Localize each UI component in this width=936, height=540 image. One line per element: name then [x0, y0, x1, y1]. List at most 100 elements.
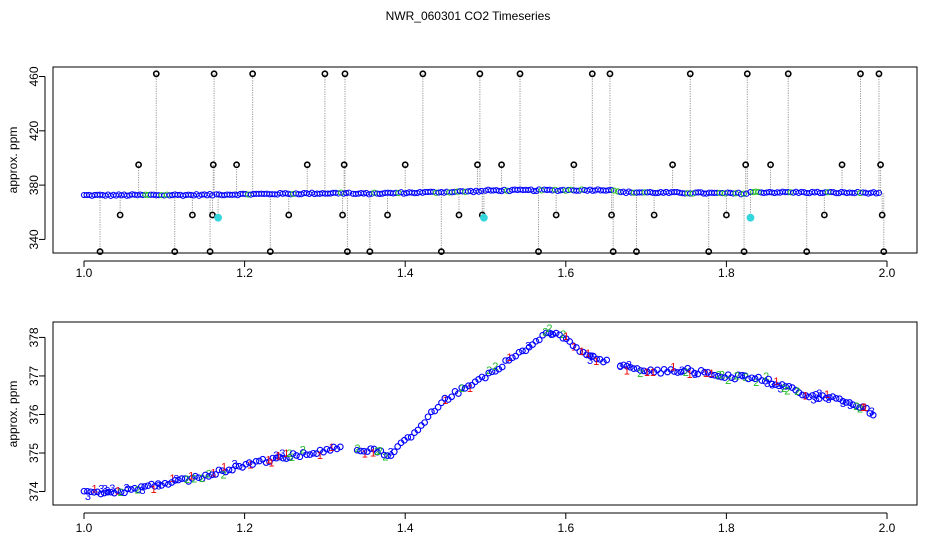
sample-label-2: 2	[191, 473, 197, 485]
panel-1-axes: 1.0 1.2 1.4 1.6 1.8 2.0 340 380 420 460 approx. pp…	[6, 66, 918, 280]
x-tick-label: 1.8	[718, 266, 735, 280]
sample-point	[286, 454, 294, 461]
sample-point	[256, 457, 263, 465]
sample-point	[535, 336, 543, 344]
sample-label-1: 1	[860, 402, 866, 414]
sample-point	[225, 466, 233, 474]
sample-point	[188, 474, 196, 482]
sample-point	[856, 404, 864, 411]
outlier-point	[209, 161, 217, 169]
sample-label-2: 2	[546, 323, 552, 335]
sample-point	[441, 394, 449, 402]
y-tick-label: 340	[27, 229, 41, 249]
sample-point	[448, 393, 455, 401]
y-axis-label: approx. ppm	[6, 381, 20, 448]
outlier-point	[340, 161, 348, 169]
sample-point	[229, 466, 236, 474]
sample-point	[714, 372, 722, 380]
sample-point	[627, 363, 634, 371]
outlier-point	[116, 211, 124, 219]
outlier-point	[401, 161, 409, 169]
flagged-point	[214, 213, 223, 222]
sample-point	[144, 482, 152, 490]
sample-point	[492, 367, 499, 375]
outlier-point	[437, 248, 445, 256]
sample-label-1: 1	[862, 402, 868, 414]
x-tick-label: 1.8	[718, 521, 735, 535]
sample-point	[333, 445, 341, 453]
sample-point	[161, 479, 169, 487]
sample-point	[758, 377, 766, 384]
outlier-point	[476, 70, 484, 78]
sample-point	[603, 356, 611, 364]
sample-point	[586, 352, 594, 359]
sample-point	[498, 363, 506, 371]
sample-point	[640, 367, 648, 375]
x-tick-label: 2.0	[879, 266, 896, 280]
sample-point	[768, 380, 776, 388]
sample-point	[825, 394, 833, 401]
sample-point	[458, 384, 466, 391]
sample-point	[859, 403, 867, 410]
sample-label-3: 3	[85, 491, 91, 503]
sample-point	[235, 462, 243, 470]
sample-point	[863, 404, 870, 412]
outlier-point	[608, 211, 615, 219]
outlier-point	[321, 70, 329, 78]
outlier-point	[384, 211, 391, 219]
sample-point	[799, 391, 806, 399]
outlier-point	[171, 248, 179, 256]
outlier-point	[606, 70, 614, 78]
baseline-point	[608, 186, 615, 194]
sample-point	[852, 402, 860, 410]
sample-point	[262, 459, 270, 466]
sample-point	[336, 443, 344, 451]
sample-point	[623, 362, 631, 370]
sample-label-2: 2	[560, 329, 566, 341]
sample-point	[232, 462, 240, 470]
sample-point	[707, 371, 715, 379]
sample-point	[593, 355, 600, 363]
sample-point	[691, 369, 698, 377]
sample-label-2: 2	[794, 386, 800, 398]
sample-label-2: 2	[135, 485, 141, 497]
sample-point	[782, 383, 789, 390]
sample-point	[465, 382, 472, 390]
sample-point	[205, 473, 213, 480]
sample-point	[812, 390, 820, 398]
outlier-point	[303, 161, 311, 169]
outlier-point	[206, 248, 214, 256]
x-tick-label: 1.6	[557, 266, 574, 280]
sample-label-3: 3	[764, 378, 770, 390]
sample-point	[191, 472, 199, 480]
sample-label-3: 3	[525, 340, 531, 352]
sample-label-1: 1	[283, 448, 289, 460]
sample-point	[171, 477, 179, 484]
sample-point	[323, 445, 331, 453]
outlier-point	[784, 70, 792, 78]
sample-point	[731, 375, 739, 383]
outlier-point	[285, 211, 293, 219]
sample-label-1: 1	[370, 447, 376, 459]
sample-point	[421, 419, 428, 426]
sample-point	[738, 372, 746, 379]
sample-point	[761, 377, 769, 385]
sample-label-3: 3	[840, 398, 846, 410]
sample-point	[283, 455, 290, 462]
x-tick-label: 1.4	[397, 521, 414, 535]
sample-point	[495, 365, 503, 373]
sample-point	[734, 371, 742, 379]
sample-point	[805, 393, 813, 401]
sample-point	[846, 399, 853, 406]
outlier-point	[669, 161, 676, 169]
outlier-point	[339, 211, 346, 219]
sample-point	[276, 453, 283, 461]
sample-label-2: 2	[734, 371, 740, 383]
sample-point	[745, 375, 752, 383]
sample-point	[424, 413, 432, 421]
outlier-point	[233, 161, 240, 169]
sample-point	[455, 390, 462, 397]
sample-point	[765, 375, 772, 383]
sample-point	[107, 488, 115, 496]
